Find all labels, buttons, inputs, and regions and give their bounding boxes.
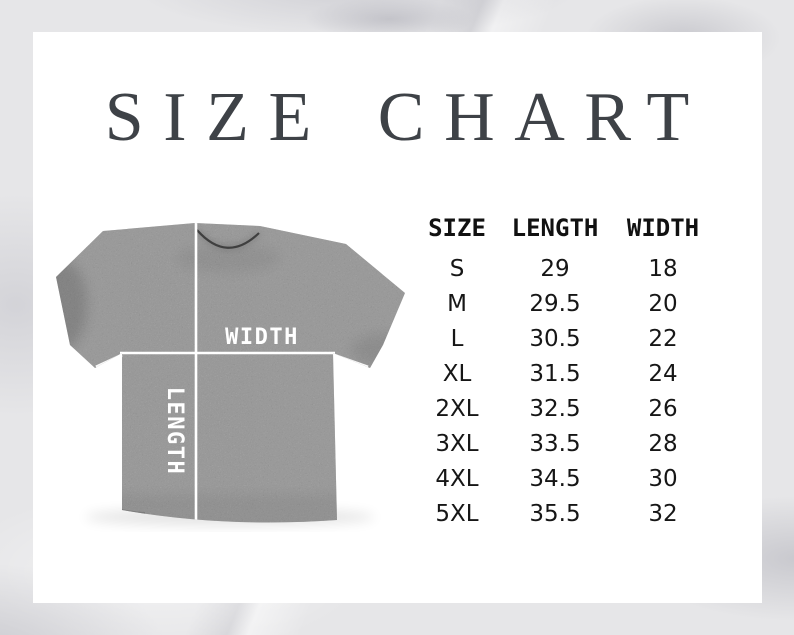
page-title: SIZE CHART [104,79,709,156]
width-cell: 20 [648,291,678,317]
size-table: SIZE LENGTH WIDTH S 29 18 M 29.5 20 L 30… [415,214,715,532]
size-cell: 5XL [435,501,479,527]
length-cell: 34.5 [529,466,581,492]
width-cell: 30 [648,466,678,492]
size-cell: 2XL [435,396,479,422]
width-cell: 26 [648,396,678,422]
length-label: LENGTH [162,387,187,475]
length-cell: 29 [540,256,570,282]
size-cell: 3XL [435,431,479,457]
header-width: WIDTH [626,214,700,242]
tshirt-graphic: WIDTH LENGTH [56,223,405,526]
length-cell: 35.5 [529,501,581,527]
width-label: WIDTH [225,325,299,350]
collar-shade [176,244,280,272]
length-cell: 32.5 [529,396,581,422]
table-header-row: SIZE LENGTH WIDTH [415,214,715,242]
table-row: XL 31.5 24 [415,357,715,392]
length-cell: 33.5 [529,431,581,457]
size-cell: M [447,291,467,317]
header-size: SIZE [428,214,486,242]
width-cell: 28 [648,431,678,457]
table-row: M 29.5 20 [415,287,715,322]
width-cell: 22 [648,326,678,352]
table-row: 5XL 35.5 32 [415,497,715,532]
size-cell: S [449,256,465,282]
width-cell: 18 [648,256,678,282]
width-cell: 24 [648,361,678,387]
length-cell: 29.5 [529,291,581,317]
table-row: 2XL 32.5 26 [415,392,715,427]
size-cell: 4XL [435,466,479,492]
length-cell: 30.5 [529,326,581,352]
length-cell: 31.5 [529,361,581,387]
collar-line [196,229,260,249]
size-cell: L [450,326,464,352]
header-length: LENGTH [511,214,599,242]
table-row: L 30.5 22 [415,322,715,357]
table-row: S 29 18 [415,252,715,287]
width-cell: 32 [648,501,678,527]
table-row: 4XL 34.5 30 [415,462,715,497]
table-row: 3XL 33.5 28 [415,427,715,462]
size-cell: XL [442,361,472,387]
